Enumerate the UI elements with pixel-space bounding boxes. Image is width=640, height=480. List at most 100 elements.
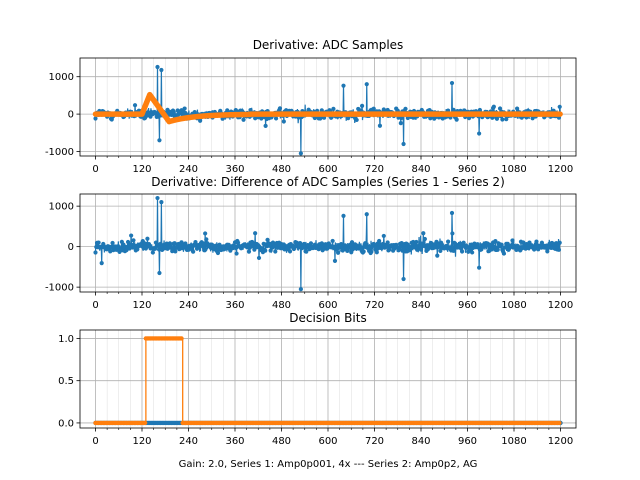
x-tick-label: 0 [92,436,98,447]
data-point [281,119,286,124]
data-point [371,106,376,111]
plot-area [93,195,562,292]
data-point [493,239,498,244]
data-point [236,240,241,245]
data-point [204,237,209,242]
data-point [198,118,203,123]
data-point [534,239,539,244]
x-tick-label: 1200 [548,436,573,447]
data-point [287,249,293,254]
x-tick-label: 120 [132,164,151,175]
x-tick-label: 480 [272,300,291,311]
x-tick-label: 960 [458,300,477,311]
x-tick-label: 1080 [501,436,526,447]
data-point [346,116,351,121]
data-point [377,123,383,128]
data-point [159,200,164,205]
data-point [155,64,160,70]
data-point [170,246,176,251]
data-point [557,420,562,426]
data-point [398,121,403,126]
data-point [263,248,268,253]
data-point [96,240,101,245]
panel-decision-bits: 0 120 240 360 480 600 720 840 960 1080 1200 0.0 0.5 1… [58,311,577,447]
data-point [491,104,496,109]
data-point [360,103,365,108]
y-tick-label: 0 [68,110,74,121]
data-point [494,116,500,121]
x-tick-label: 840 [411,300,430,311]
data-point [125,239,131,245]
data-point [470,250,475,255]
data-point [330,238,335,244]
data-point [361,249,366,254]
x-tick-label: 360 [225,300,244,311]
data-point [131,238,136,243]
data-point [449,80,455,86]
chart-title: Derivative: ADC Samples [253,38,404,52]
data-point [145,236,150,241]
data-point [450,231,455,236]
data-point [132,103,138,108]
data-point [459,249,465,254]
data-point [510,238,515,243]
data-point [385,240,390,245]
data-point [377,238,382,244]
data-point [438,248,443,254]
x-tick-label: 840 [411,164,430,175]
data-point [451,248,456,253]
data-point [363,241,368,246]
data-point [193,240,198,245]
data-point [335,250,341,255]
data-point [369,249,374,254]
data-point [557,104,562,109]
data-point [173,249,178,254]
data-point [449,210,455,216]
data-point [364,212,369,217]
data-point [110,240,115,246]
data-point [265,237,270,242]
data-point [99,261,104,266]
x-tick-label: 960 [458,436,477,447]
data-point [345,248,350,253]
data-point [277,106,283,111]
data-point [401,276,406,282]
x-tick-label: 1080 [501,164,526,175]
x-tick-label: 120 [132,300,151,311]
data-point [157,270,162,276]
data-point [477,131,482,136]
data-point [495,247,500,252]
data-point [500,117,505,122]
data-point [241,117,246,122]
data-point [401,141,406,147]
y-tick-label: -1000 [45,283,74,294]
data-point [203,231,208,236]
y-tick-label: 1.0 [58,334,74,345]
y-tick-label: 0.0 [58,418,74,429]
data-point [364,82,369,87]
data-point [191,249,196,254]
data-point [256,255,262,261]
y-tick-label: 0.5 [58,376,74,387]
data-point [349,240,355,245]
y-tick-label: 1000 [49,72,74,83]
data-point [446,239,451,244]
data-point [215,250,221,256]
x-tick-label: 240 [179,436,198,447]
data-point [435,253,440,258]
x-tick-label: 720 [365,436,384,447]
data-point [157,138,162,143]
data-point [497,106,503,111]
panel-difference: 0 120 240 360 480 600 720 840 960 1080 1200 -1000 0 1… [45,175,577,311]
x-tick-label: 360 [225,436,244,447]
data-point [155,195,160,201]
data-point [263,123,268,128]
data-point [93,250,98,255]
data-point [556,247,562,252]
series-line-2 [92,91,563,125]
chart-title: Decision Bits [289,311,366,325]
data-point [273,116,279,121]
data-point [159,67,164,73]
data-point [418,247,424,252]
